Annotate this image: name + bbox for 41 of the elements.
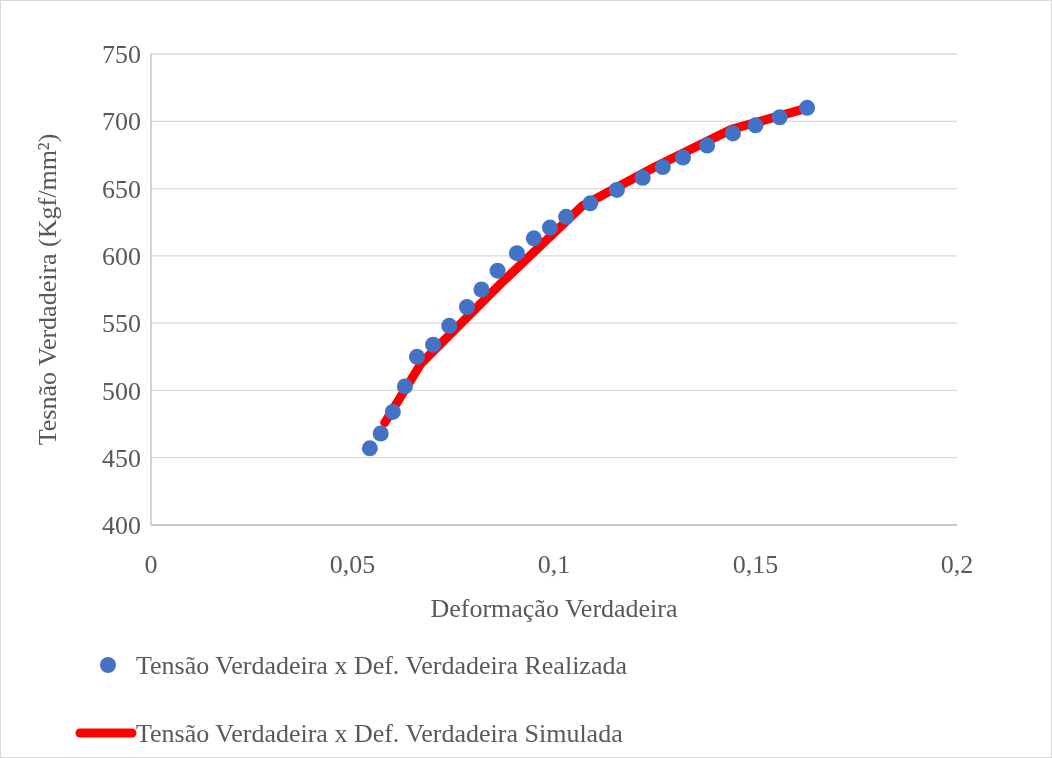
y-tick-label: 550 xyxy=(102,309,141,339)
point xyxy=(558,208,575,225)
point xyxy=(508,245,525,262)
point xyxy=(799,99,816,116)
x-tick-label: 0 xyxy=(144,550,158,579)
x-tick-label: 0,1 xyxy=(537,550,571,579)
legend-label: Tensão Verdadeira x Def. Verdadeira Simulada xyxy=(136,719,624,749)
y-tick-label: 500 xyxy=(102,376,141,406)
point xyxy=(699,137,716,154)
point xyxy=(408,348,425,365)
point xyxy=(425,336,442,353)
point xyxy=(441,317,458,334)
point xyxy=(489,262,506,279)
y-axis-title: Tesnão Verdadeira (Kgf/mm²) xyxy=(33,133,62,446)
y-tick-label: 700 xyxy=(102,107,141,137)
legend-label: Tensão Verdadeira x Def. Verdadeira Realizada xyxy=(136,651,628,681)
y-tick-label: 650 xyxy=(102,174,141,204)
x-tick-label: 0,15 xyxy=(732,550,779,579)
y-tick-label: 450 xyxy=(102,443,141,473)
point xyxy=(654,159,671,176)
point xyxy=(525,230,542,247)
x-tick-label: 0,05 xyxy=(329,550,376,579)
point xyxy=(634,169,651,186)
point xyxy=(724,125,741,142)
x-axis-title: Deformação Verdadeira xyxy=(430,594,679,623)
y-tick-label: 400 xyxy=(102,511,141,541)
point xyxy=(384,403,401,420)
point xyxy=(361,440,378,457)
point xyxy=(458,298,475,315)
point xyxy=(747,117,764,134)
point xyxy=(582,195,599,212)
y-tick-label: 600 xyxy=(102,241,141,271)
point xyxy=(473,281,490,298)
point xyxy=(771,109,788,126)
point xyxy=(674,149,691,166)
point xyxy=(541,219,558,236)
point xyxy=(396,378,413,395)
y-tick-label: 750 xyxy=(102,40,141,70)
point xyxy=(372,425,389,442)
point xyxy=(608,181,625,198)
x-tick-label: 0,2 xyxy=(940,550,974,579)
